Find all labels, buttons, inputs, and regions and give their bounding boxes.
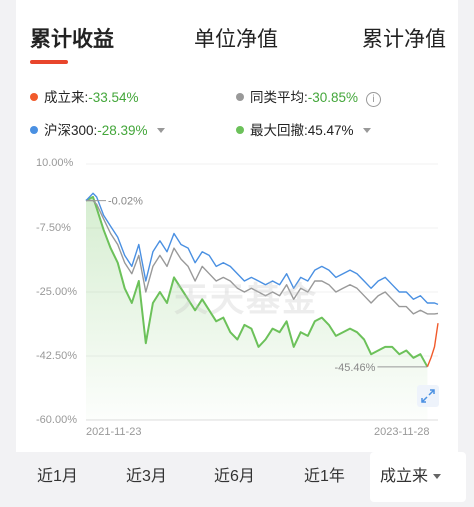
chart-series (85, 192, 439, 420)
y-tick-label: -60.00% (36, 414, 77, 426)
period-6m[interactable]: 近6月 (214, 468, 255, 485)
legend-index-value: -28.39% (97, 123, 148, 138)
legend-fund-label: 成立来: (44, 90, 89, 105)
peer-dot-icon (236, 93, 244, 101)
period-3m[interactable]: 近3月 (126, 468, 167, 485)
tab-cumulative-nav[interactable]: 累计净值 (362, 28, 446, 51)
legend-index-label: 沪深300: (44, 123, 98, 138)
tab-cumulative-return[interactable]: 累计收益 (30, 28, 114, 51)
start-annotation: -0.02% (108, 196, 143, 208)
y-tick-label: 10.00% (36, 157, 74, 169)
period-selected-bg (370, 452, 466, 502)
y-tick-label: -25.00% (36, 286, 77, 298)
legend-fund-value: -33.54% (88, 90, 139, 105)
period-1m[interactable]: 近1月 (37, 468, 78, 485)
chart-annotations: -0.02% -45.46% (86, 196, 428, 374)
legend-index[interactable]: 沪深300:-28.39% (30, 122, 165, 140)
active-tab-indicator (30, 60, 68, 64)
info-icon[interactable]: i (366, 92, 382, 107)
fund-dot-icon (30, 93, 38, 101)
series-line-1 (86, 199, 439, 315)
expand-chart-button[interactable] (417, 385, 439, 407)
drawdown-annotation: -45.46% (334, 362, 375, 374)
legend-peer-value: -30.85% (307, 90, 359, 105)
return-chart[interactable]: -0.02% -45.46% (0, 0, 474, 452)
period-since-inception[interactable]: 成立来 (380, 466, 442, 488)
legend-drawdown[interactable]: 最大回撤:45.47% (236, 122, 371, 140)
drawdown-dot-icon (236, 126, 244, 134)
index-dot-icon (30, 126, 38, 134)
tab-unit-nav[interactable]: 单位净值 (194, 28, 278, 51)
watermark: 天天基金 (174, 281, 318, 319)
series-line-2 (85, 195, 429, 368)
chevron-down-icon (433, 474, 442, 479)
period-1y[interactable]: 近1年 (304, 468, 345, 485)
legend-peer: 同类平均:-30.85% i (236, 89, 382, 107)
y-tick-label: -7.50% (36, 222, 71, 234)
x-tick-label: 2021-11-23 (86, 426, 142, 438)
drawdown-area (86, 196, 428, 420)
period-since-inception-label: 成立来 (380, 468, 429, 485)
legend-fund: 成立来:-33.54% (30, 89, 139, 107)
legend-drawdown-value: 45.47% (307, 123, 354, 138)
legend-drawdown-label: 最大回撤: (250, 123, 308, 138)
series-line-3 (426, 323, 439, 368)
chevron-down-icon[interactable] (156, 128, 165, 133)
series-line-0 (85, 192, 439, 306)
chart-tabs: 累计收益 单位净值 累计净值 (0, 0, 474, 70)
chevron-down-icon[interactable] (362, 128, 371, 133)
legend-peer-label: 同类平均: (250, 90, 308, 105)
y-tick-label: -42.50% (36, 350, 77, 362)
expand-icon (421, 389, 435, 403)
x-tick-label: 2023-11-28 (374, 426, 430, 438)
